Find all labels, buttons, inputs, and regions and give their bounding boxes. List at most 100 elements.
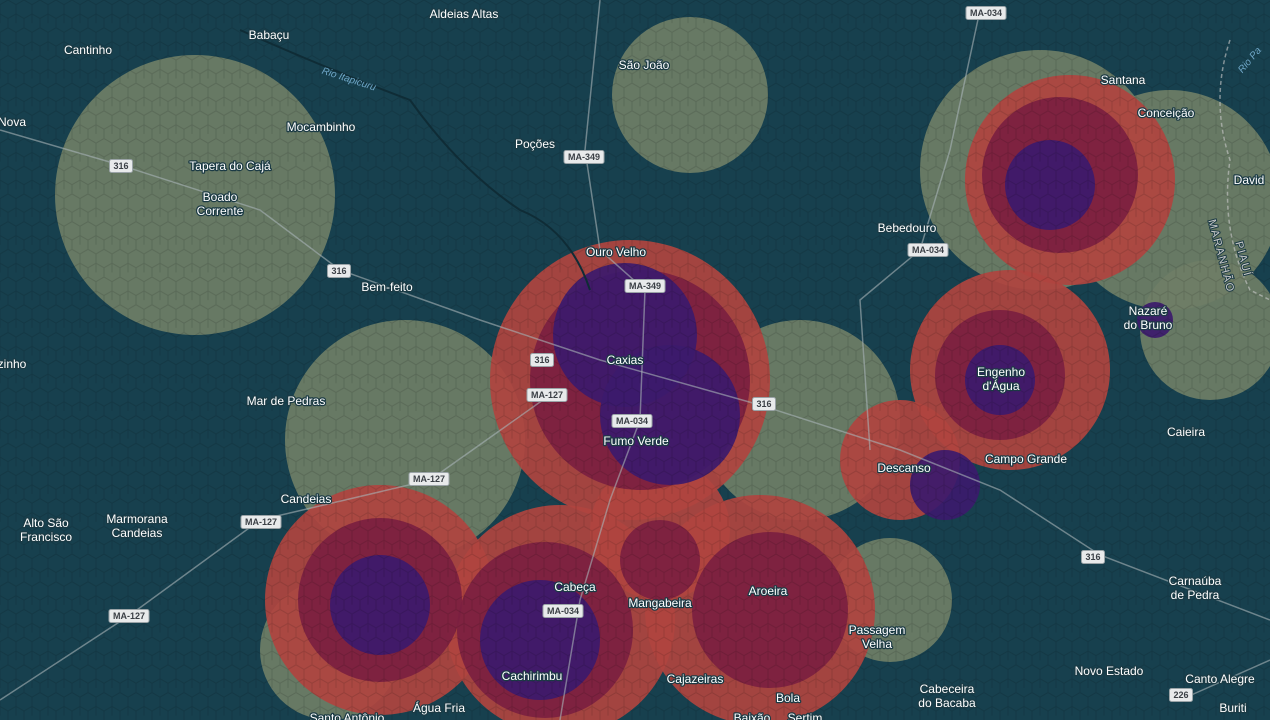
place-label: São João [619, 58, 670, 72]
road-shield: 226 [1168, 688, 1194, 702]
place-label: Bebedouro [878, 221, 937, 235]
shield-box [526, 388, 568, 402]
road-label: 316 [756, 399, 771, 409]
place-label: Bem-feito [361, 280, 413, 294]
place-label: Novo Estado [1075, 664, 1144, 678]
place-label: Conceição [1138, 106, 1195, 120]
place-label: Caxias [607, 353, 644, 367]
road-label: MA-127 [413, 474, 445, 484]
shield-box [542, 604, 584, 618]
road-shield: MA-034 [965, 6, 1007, 20]
place-label: Cajazeiras [667, 672, 724, 686]
road-shield: 316 [108, 159, 134, 173]
shield-box [108, 159, 134, 173]
shield-box [611, 414, 653, 428]
road-shield: MA-127 [408, 472, 450, 486]
road-label: 316 [113, 161, 128, 171]
place-label: do Bacaba [918, 696, 976, 710]
place-label: Passagem [849, 623, 906, 637]
road-label: 316 [1085, 552, 1100, 562]
place-label: Mar de Pedras [247, 394, 326, 408]
place-label: Boado [203, 190, 238, 204]
place-label: Poções [515, 137, 555, 151]
shield-box [529, 353, 555, 367]
shield-box [1168, 688, 1194, 702]
shield-box [907, 243, 949, 257]
place-label: Candeias [281, 492, 332, 506]
place-label: Ouro Velho [586, 245, 646, 259]
place-label: Corrente [197, 204, 244, 218]
place-label: Campo Grande [985, 452, 1067, 466]
road-label: MA-127 [245, 517, 277, 527]
road-label: MA-034 [547, 606, 579, 616]
shield-box [326, 264, 352, 278]
place-label: Engenho [977, 365, 1025, 379]
road-shield: 316 [529, 353, 555, 367]
place-label: do Bruno [1124, 318, 1173, 332]
place-label: Nova [0, 115, 26, 129]
road-shield: MA-034 [611, 414, 653, 428]
state-border [1219, 39, 1270, 301]
place-label: Fumo Verde [603, 434, 669, 448]
place-label: Bola [776, 691, 800, 705]
place-label: d'Água [983, 378, 1020, 393]
river [239, 29, 591, 291]
road-label: MA-349 [568, 152, 600, 162]
place-label: Alto São [23, 516, 69, 530]
road-shield: MA-034 [907, 243, 949, 257]
shield-box [563, 150, 605, 164]
road-shield: MA-349 [563, 150, 605, 164]
road-label: MA-034 [616, 416, 648, 426]
place-label: Aldeias Altas [430, 7, 499, 21]
shield-box [624, 279, 666, 293]
shield-box [751, 397, 777, 411]
place-label: Santana [1101, 73, 1146, 87]
shield-box [108, 609, 150, 623]
shield-box [408, 472, 450, 486]
place-label: Descanso [877, 461, 931, 475]
place-label: de Pedra [1171, 588, 1220, 602]
shield-box [1080, 550, 1106, 564]
place-label: Canto Alegre [1185, 672, 1255, 686]
place-label: Sertim [788, 711, 823, 720]
road-label: MA-127 [531, 390, 563, 400]
road-label: MA-349 [629, 281, 661, 291]
place-label: Marmorana [106, 512, 168, 526]
place-label: Baixão [734, 711, 771, 720]
road-shield: 316 [751, 397, 777, 411]
place-label: David [1234, 173, 1265, 187]
road-shield: 316 [326, 264, 352, 278]
place-label: Carnaúba [1169, 574, 1222, 588]
place-label: Velha [862, 637, 892, 651]
place-label: Mangabeira [628, 596, 692, 610]
place-label: Nazaré [1129, 304, 1168, 318]
place-label: Buriti [1219, 701, 1246, 715]
road-shield: MA-127 [526, 388, 568, 402]
road-label: 226 [1173, 690, 1188, 700]
place-label: Tapera do Cajá [189, 159, 271, 173]
road-label: MA-034 [970, 8, 1002, 18]
road-label: 316 [534, 355, 549, 365]
road-shield: MA-034 [542, 604, 584, 618]
shield-box [965, 6, 1007, 20]
labels: Aldeias Altas Babaçu Cantinho São João Santa… [0, 6, 1266, 720]
road-shield: 316 [1080, 550, 1106, 564]
place-label: Babaçu [249, 28, 290, 42]
place-label: Aroeira [749, 584, 788, 598]
place-label: zinho [0, 357, 27, 371]
shield-box [240, 515, 282, 529]
place-label: Cachirimbu [502, 669, 563, 683]
place-label: Água Fria [413, 700, 465, 715]
road-label: 316 [331, 266, 346, 276]
place-label: Cantinho [64, 43, 112, 57]
place-label: Santo Antônio [310, 711, 385, 720]
place-label: Cabeceira [920, 682, 975, 696]
road-shield: MA-127 [108, 609, 150, 623]
place-label: Cabeça [554, 580, 596, 594]
place-label: Candeias [112, 526, 163, 540]
road-shield: MA-127 [240, 515, 282, 529]
place-label: Caieira [1167, 425, 1205, 439]
road-label: MA-127 [113, 611, 145, 621]
